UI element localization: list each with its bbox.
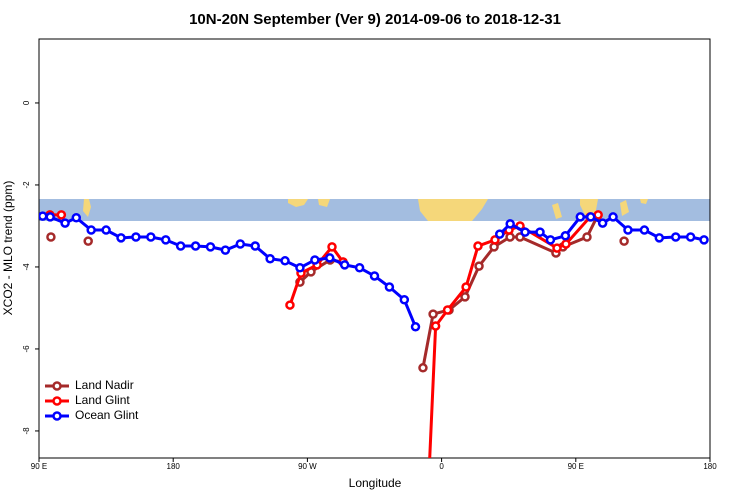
data-point	[220, 245, 231, 255]
data-point	[608, 212, 618, 222]
series-line	[49, 213, 599, 458]
data-point	[399, 294, 410, 305]
x-tick-label: 90 E	[568, 462, 584, 471]
y-tick-label: -2	[22, 181, 31, 189]
legend-label: Land Nadir	[75, 378, 134, 392]
data-point	[45, 212, 55, 222]
data-point	[442, 305, 453, 315]
data-point	[190, 241, 201, 251]
data-point	[265, 253, 275, 264]
y-tick-label: 0	[22, 100, 31, 105]
y-axis-label: XCO2 - MLO trend (ppm)	[1, 181, 15, 316]
data-point	[131, 232, 141, 242]
chart-title: 10N-20N September (Ver 9) 2014-09-06 to …	[189, 11, 561, 28]
data-point	[495, 229, 505, 239]
data-point	[354, 263, 365, 273]
data-point	[560, 231, 571, 241]
x-tick-label: 90 W	[298, 462, 317, 471]
data-point	[593, 210, 603, 220]
data-point	[116, 233, 126, 243]
data-point	[327, 242, 337, 252]
data-point	[339, 260, 350, 270]
data-point	[418, 363, 428, 373]
data-point	[160, 235, 171, 245]
plot-frame	[38, 38, 711, 459]
data-point	[310, 255, 320, 265]
legend-marker	[52, 396, 62, 406]
data-point	[639, 225, 650, 235]
data-point	[597, 218, 608, 228]
legend-label: Land Glint	[75, 393, 130, 407]
data-point	[461, 282, 471, 292]
data-point	[670, 232, 681, 242]
data-point	[425, 489, 432, 496]
legend-label: Ocean Glint	[75, 408, 139, 422]
data-point	[428, 309, 438, 319]
data-point	[46, 232, 56, 242]
legend-marker	[52, 411, 62, 421]
data-point	[490, 235, 500, 245]
data-point	[101, 225, 111, 235]
data-point	[585, 212, 596, 222]
data-point	[552, 243, 562, 253]
data-point	[582, 232, 592, 242]
data-point	[474, 261, 484, 271]
data-point	[56, 210, 67, 220]
data-point	[86, 225, 96, 235]
legend-marker	[52, 381, 62, 391]
data-point	[520, 227, 530, 237]
data-point	[575, 212, 586, 222]
data-point	[39, 211, 48, 221]
data-point	[410, 322, 421, 332]
x-tick-label: 180	[167, 462, 181, 471]
data-point	[699, 235, 709, 245]
data-point	[473, 241, 483, 251]
plot-area	[39, 210, 709, 496]
y-tick-label: -4	[22, 263, 31, 271]
y-tick-label: -6	[22, 345, 31, 353]
data-point	[285, 300, 295, 310]
data-point	[83, 236, 93, 246]
x-tick-label: 0	[439, 462, 444, 471]
x-axis-label: Longitude	[349, 476, 402, 490]
data-point	[369, 271, 380, 281]
data-point	[250, 241, 260, 251]
data-point	[460, 292, 470, 302]
data-point	[430, 321, 441, 331]
data-point	[205, 242, 216, 252]
data-point	[325, 253, 335, 263]
y-tick-label: -8	[22, 427, 31, 435]
data-point	[295, 263, 305, 273]
data-point	[71, 213, 82, 223]
data-point	[654, 233, 665, 243]
x-tick-label: 90 E	[31, 462, 47, 471]
data-point	[60, 218, 70, 228]
x-tick-label: 180	[703, 462, 717, 471]
data-point	[685, 232, 696, 242]
data-point	[280, 256, 290, 266]
data-point	[535, 227, 545, 237]
data-point	[545, 235, 556, 245]
data-point	[146, 232, 156, 242]
data-point	[619, 236, 629, 246]
data-point	[505, 219, 515, 229]
data-point	[175, 241, 186, 251]
data-point	[623, 225, 633, 235]
data-point	[561, 239, 571, 249]
data-point	[384, 282, 395, 292]
data-point	[235, 239, 246, 249]
